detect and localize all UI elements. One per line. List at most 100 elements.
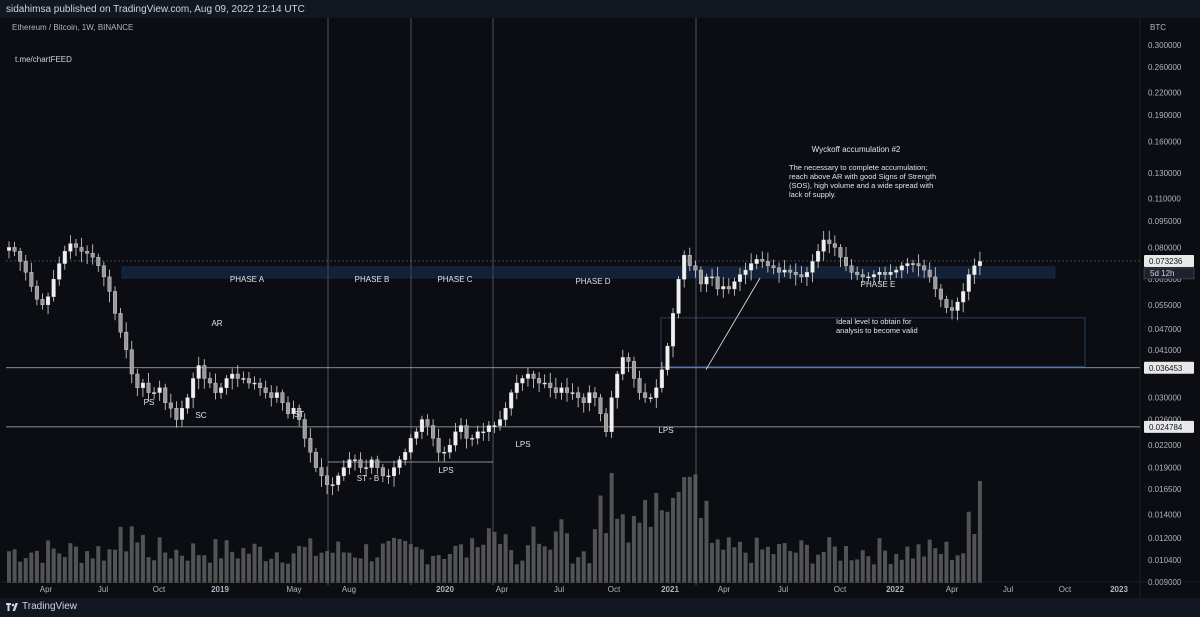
candle-body [118,313,123,333]
tradingview-brand[interactable]: TradingView [22,601,78,612]
volume-bar [509,550,514,583]
footer-bar: TradingView [0,598,1200,617]
y-tick-label: 0.300000 [1148,41,1182,50]
candle-body [609,397,614,432]
x-tick-label: Oct [834,585,847,594]
annotation-label: PHASE A [230,275,265,284]
candle-body [392,467,397,477]
volume-bar [414,547,419,583]
candle-body [553,387,558,393]
candle-body [291,407,296,414]
y-tick-label: 0.016500 [1148,485,1182,494]
volume-bar [492,531,497,583]
chart-panel[interactable]: Ethereum / Bitcoin, 1W, BINANCE t.me/char… [0,18,1200,598]
candle-body [319,467,324,477]
volume-bar [777,543,782,583]
publish-bar: sidahimsa published on TradingView.com, … [0,0,1200,18]
candle-body [576,392,581,398]
volume-bar [79,562,84,583]
volume-bar [760,549,765,583]
volume-bar [648,526,653,583]
candle-body [537,378,542,384]
y-tick-label: 0.014000 [1148,510,1182,519]
candle-body [620,357,625,375]
candle-body [174,407,179,420]
volume-bar [230,551,235,583]
y-tick-label: 0.110000 [1148,195,1181,204]
volume-bar [252,543,257,583]
y-tick-label: 0.009000 [1148,578,1182,587]
volume-bar [157,537,162,583]
annotation-label: ST [294,410,304,419]
candle-body [704,276,709,285]
countdown-tag [1143,267,1195,280]
candle-body [18,251,23,262]
volume-bar [866,556,871,583]
candle-body [124,331,129,350]
volume-bar [107,549,112,583]
chart-symbol: Ethereum / Bitcoin, 1W, BINANCE [12,23,133,32]
annotation-label: lack of supply. [789,190,836,199]
candle-body [101,265,106,278]
volume-bar [782,543,787,583]
volume-bar [531,526,536,583]
candle-body [34,286,39,300]
x-tick-label: 2022 [886,585,904,594]
annotation-label: LPS [438,466,453,475]
candle-body [782,269,787,273]
tradingview-logo-icon[interactable] [6,602,20,612]
volume-bar [542,546,547,583]
candle-body [827,239,832,244]
volume-bar [90,558,95,583]
volume-bar [977,481,982,583]
volume-bar [849,560,854,583]
volume-bar [146,557,151,583]
candle-body [129,349,134,375]
candle-body [241,378,246,380]
candle-body [944,299,949,308]
volume-bar [799,540,804,583]
candle-body [922,265,927,271]
x-tick-label: Apr [946,585,959,594]
volume-bar [34,550,39,583]
volume-bar [419,549,424,583]
candle-body [447,444,452,453]
candle-body [849,265,854,273]
candle-body [894,269,899,273]
volume-bar [732,547,737,583]
candle-body [693,265,698,271]
y-tick-label: 0.080000 [1148,243,1182,252]
candle-body [207,378,212,384]
candle-body [453,431,458,446]
volume-bar [687,476,692,583]
volume-bar [827,537,832,583]
volume-bar [905,546,910,583]
candle-body [297,407,302,420]
candle-body [816,251,821,262]
volume-bar [263,561,268,583]
volume-bar [498,543,503,583]
candle-body [950,307,955,311]
volume-bar [191,543,196,583]
candle-body [90,253,95,258]
y-tick-label: 0.095000 [1148,217,1182,226]
candle-body [631,361,636,379]
volume-bar [721,549,726,583]
volume-bar [631,515,636,583]
volume-bar [821,551,826,583]
candle-body [425,419,430,426]
volume-bar [470,538,475,583]
candle-body [760,259,765,262]
candle-body [598,397,603,414]
candle-body [470,438,475,440]
price-tag-label: 0.073236 [1149,257,1183,266]
chart-svg[interactable]: Ethereum / Bitcoin, 1W, BINANCE t.me/char… [0,18,1200,598]
candle-body [888,272,893,275]
candle-body [955,301,960,311]
candle-body [68,243,73,252]
volume-bar [113,549,118,583]
candle-body [916,263,921,266]
annotation-label: analysis to become valid [836,326,918,335]
volume-bar [643,499,648,583]
volume-bar [933,548,938,583]
